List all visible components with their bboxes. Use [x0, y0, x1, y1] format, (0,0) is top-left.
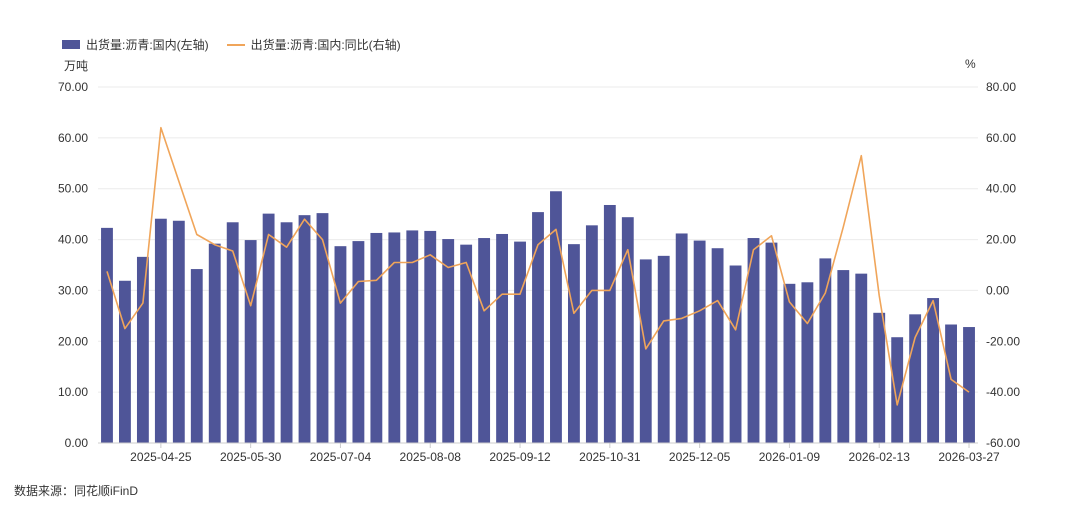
x-tick-label: 2025-10-31	[579, 450, 641, 464]
left-axis-unit: 万吨	[64, 59, 89, 73]
bar	[657, 255, 670, 443]
bar	[729, 265, 742, 443]
y-right-tick-label: -60.00	[986, 436, 1020, 450]
bar	[119, 280, 131, 443]
bar	[478, 238, 491, 443]
bar	[352, 241, 365, 443]
bar	[370, 232, 383, 443]
legend-swatch-line	[226, 43, 245, 46]
y-right-tick-label: 80.00	[986, 80, 1016, 94]
right-axis-unit: %	[965, 57, 976, 71]
bar	[442, 239, 455, 443]
y-right-tick-label: 20.00	[986, 233, 1016, 247]
x-tick-label: 2025-09-12	[489, 450, 551, 464]
bar	[208, 243, 221, 443]
bar	[837, 270, 850, 443]
y-right-tick-label: -20.00	[986, 334, 1020, 348]
y-left-tick-label: 0.00	[65, 436, 89, 450]
bar	[855, 273, 868, 443]
legend-item-line[interactable]: 出货量:沥青:国内:同比(右轴)	[226, 36, 401, 53]
bar	[136, 256, 149, 443]
y-right-tick-label: 40.00	[986, 182, 1016, 196]
x-tick-label: 2026-03-27	[938, 450, 1000, 464]
bar	[711, 248, 724, 443]
bar	[585, 225, 598, 443]
x-tick-label: 2025-12-05	[669, 450, 731, 464]
bar	[226, 222, 239, 443]
bar	[280, 222, 293, 443]
bar	[532, 212, 544, 443]
bar	[693, 240, 706, 443]
bar	[298, 215, 311, 443]
bar	[316, 213, 329, 443]
bar	[460, 244, 473, 443]
data-source-note: 数据来源：同花顺iFinD	[14, 484, 139, 498]
y-right-tick-label: -40.00	[986, 385, 1020, 399]
bar	[963, 327, 975, 443]
bar	[783, 283, 796, 443]
y-left-tick-label: 10.00	[58, 385, 88, 399]
bar	[603, 204, 616, 443]
bar	[567, 244, 580, 443]
y-right-tick-label: 60.00	[986, 131, 1016, 145]
bar	[675, 233, 688, 443]
bar	[909, 314, 922, 443]
legend-label-bar: 出货量:沥青:国内(左轴)	[86, 38, 209, 52]
legend-item-bar[interactable]: 出货量:沥青:国内(左轴)	[62, 36, 209, 53]
bar	[244, 240, 257, 443]
bar	[190, 269, 203, 443]
y-right-tick-label: 0.00	[986, 283, 1010, 297]
bar	[747, 238, 760, 443]
bar	[388, 232, 401, 443]
x-tick-label: 2025-05-30	[220, 450, 282, 464]
bar	[621, 217, 634, 443]
bar	[406, 230, 419, 443]
yoy-line	[106, 126, 970, 406]
y-left-tick-label: 40.00	[58, 233, 88, 247]
bar	[819, 258, 832, 443]
bar	[550, 191, 562, 443]
bar	[873, 312, 886, 443]
legend-swatch-bar	[62, 40, 80, 49]
bar	[424, 230, 437, 443]
bar	[334, 246, 347, 443]
legend-label-line: 出货量:沥青:国内:同比(右轴)	[250, 38, 401, 52]
y-left-tick-label: 60.00	[58, 131, 88, 145]
x-tick-label: 2025-07-04	[310, 450, 372, 464]
bar	[154, 218, 167, 443]
bar	[891, 337, 904, 443]
bar	[172, 220, 185, 443]
bar	[639, 259, 652, 443]
bar	[101, 227, 113, 443]
bar	[514, 241, 526, 443]
chart-legend: 出货量:沥青:国内(左轴) 出货量:沥青:国内:同比(右轴)	[62, 36, 401, 53]
x-tick-label: 2026-02-13	[849, 450, 911, 464]
bar	[945, 324, 957, 443]
x-tick-label: 2025-08-08	[400, 450, 462, 464]
bar	[927, 298, 940, 443]
bar	[765, 242, 778, 443]
y-left-tick-label: 50.00	[58, 182, 88, 196]
y-left-tick-label: 20.00	[58, 334, 88, 348]
y-left-tick-label: 30.00	[58, 283, 88, 297]
bar	[801, 282, 814, 443]
x-tick-label: 2025-04-25	[130, 450, 192, 464]
bar	[262, 213, 275, 443]
bar	[496, 233, 509, 443]
x-tick-label: 2026-01-09	[759, 450, 821, 464]
y-left-tick-label: 70.00	[58, 80, 88, 94]
